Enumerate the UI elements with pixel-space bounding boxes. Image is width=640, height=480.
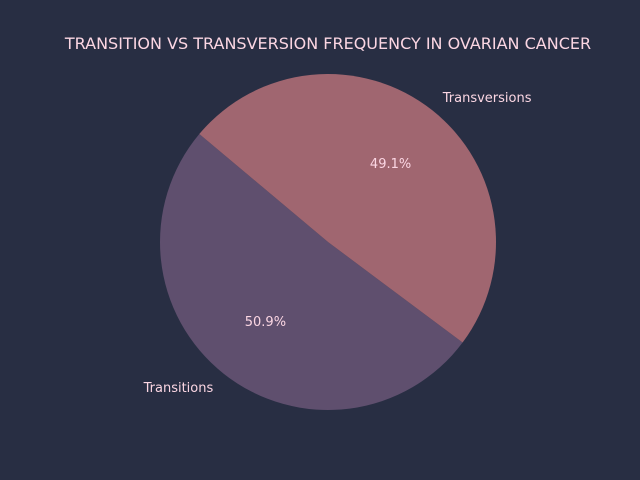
pie-slice-transversions bbox=[199, 73, 497, 343]
slice-label-transitions: Transitions bbox=[143, 381, 214, 396]
chart-title: TRANSITION VS TRANSVERSION FREQUENCY IN … bbox=[64, 34, 591, 53]
slice-percent-transversions: 49.1% bbox=[370, 157, 411, 172]
slice-percent-transitions: 50.9% bbox=[245, 315, 286, 330]
slice-label-transversions: Transversions bbox=[442, 91, 532, 106]
pie-slices bbox=[160, 73, 497, 410]
pie-slice-transitions bbox=[160, 134, 463, 410]
pie-labels: Transitions 50.9% Transversions 49.1% bbox=[143, 91, 532, 396]
